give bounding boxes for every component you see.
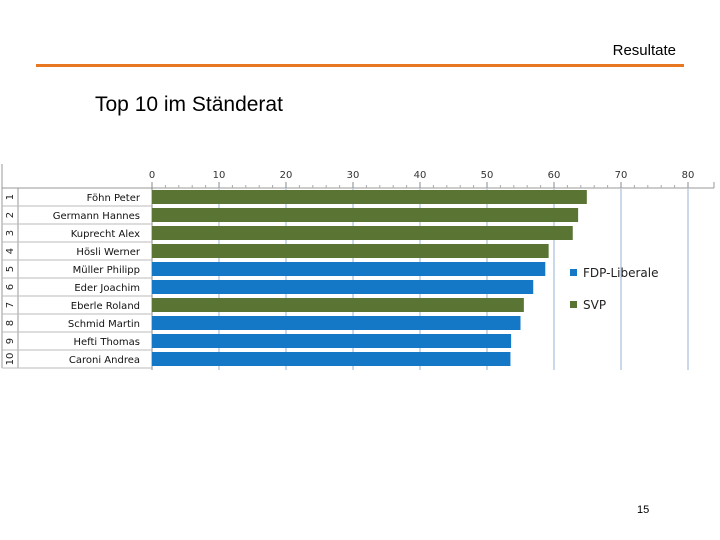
rank-label: 8: [5, 320, 16, 326]
rank-label: 4: [5, 248, 16, 254]
bar: [152, 226, 573, 240]
x-tick-label: 60: [548, 170, 561, 181]
category-label: Schmid Martin: [68, 319, 140, 330]
category-label: Hösli Werner: [76, 247, 140, 258]
rank-label: 7: [5, 302, 16, 308]
x-tick-label: 10: [213, 170, 226, 181]
slide-title: Top 10 im Ständerat: [95, 93, 283, 116]
category-label: Eder Joachim: [74, 283, 140, 294]
category-label: Hefti Thomas: [73, 337, 140, 348]
category-label: Müller Philipp: [73, 265, 140, 276]
x-tick-label: 20: [280, 170, 293, 181]
legend-label: FDP-Liberale: [583, 266, 658, 280]
x-tick-label: 40: [414, 170, 427, 181]
header-title: Resultate: [612, 42, 676, 59]
bar: [152, 262, 546, 276]
rank-label: 6: [5, 284, 16, 290]
rank-label: 1: [5, 194, 16, 200]
bar: [152, 316, 521, 330]
category-label: Föhn Peter: [87, 193, 141, 204]
x-tick-label: 70: [615, 170, 628, 181]
category-label: Eberle Roland: [71, 301, 140, 312]
page-number: 15: [637, 504, 650, 516]
x-tick-label: 50: [481, 170, 494, 181]
header-divider: [36, 64, 684, 67]
rank-label: 2: [5, 212, 16, 218]
category-label: Germann Hannes: [53, 211, 140, 222]
x-tick-label: 0: [149, 170, 155, 181]
bar: [152, 352, 511, 366]
bar: [152, 298, 524, 312]
bar: [152, 190, 587, 204]
rank-label: 10: [5, 353, 16, 366]
category-label: Caroni Andrea: [69, 355, 140, 366]
bar: [152, 208, 579, 222]
chart-container: 0 10 20 30 40 50 60 70 80 1 Föhn Peter 2 Germann Han…: [0, 158, 720, 374]
legend-label: SVP: [583, 298, 606, 312]
rank-label: 5: [5, 266, 16, 272]
bar-chart: 0 10 20 30 40 50 60 70 80 1 Föhn Peter 2 Germann Han…: [1, 164, 715, 370]
legend-swatch: [570, 269, 577, 276]
bar: [152, 280, 534, 294]
legend-swatch: [570, 301, 577, 308]
x-tick-label: 80: [682, 170, 695, 181]
bar: [152, 334, 512, 348]
bar: [152, 244, 549, 258]
category-label: Kuprecht Alex: [71, 229, 140, 240]
x-tick-label: 30: [347, 170, 360, 181]
rank-label: 3: [5, 230, 16, 236]
rank-label: 9: [5, 338, 16, 344]
